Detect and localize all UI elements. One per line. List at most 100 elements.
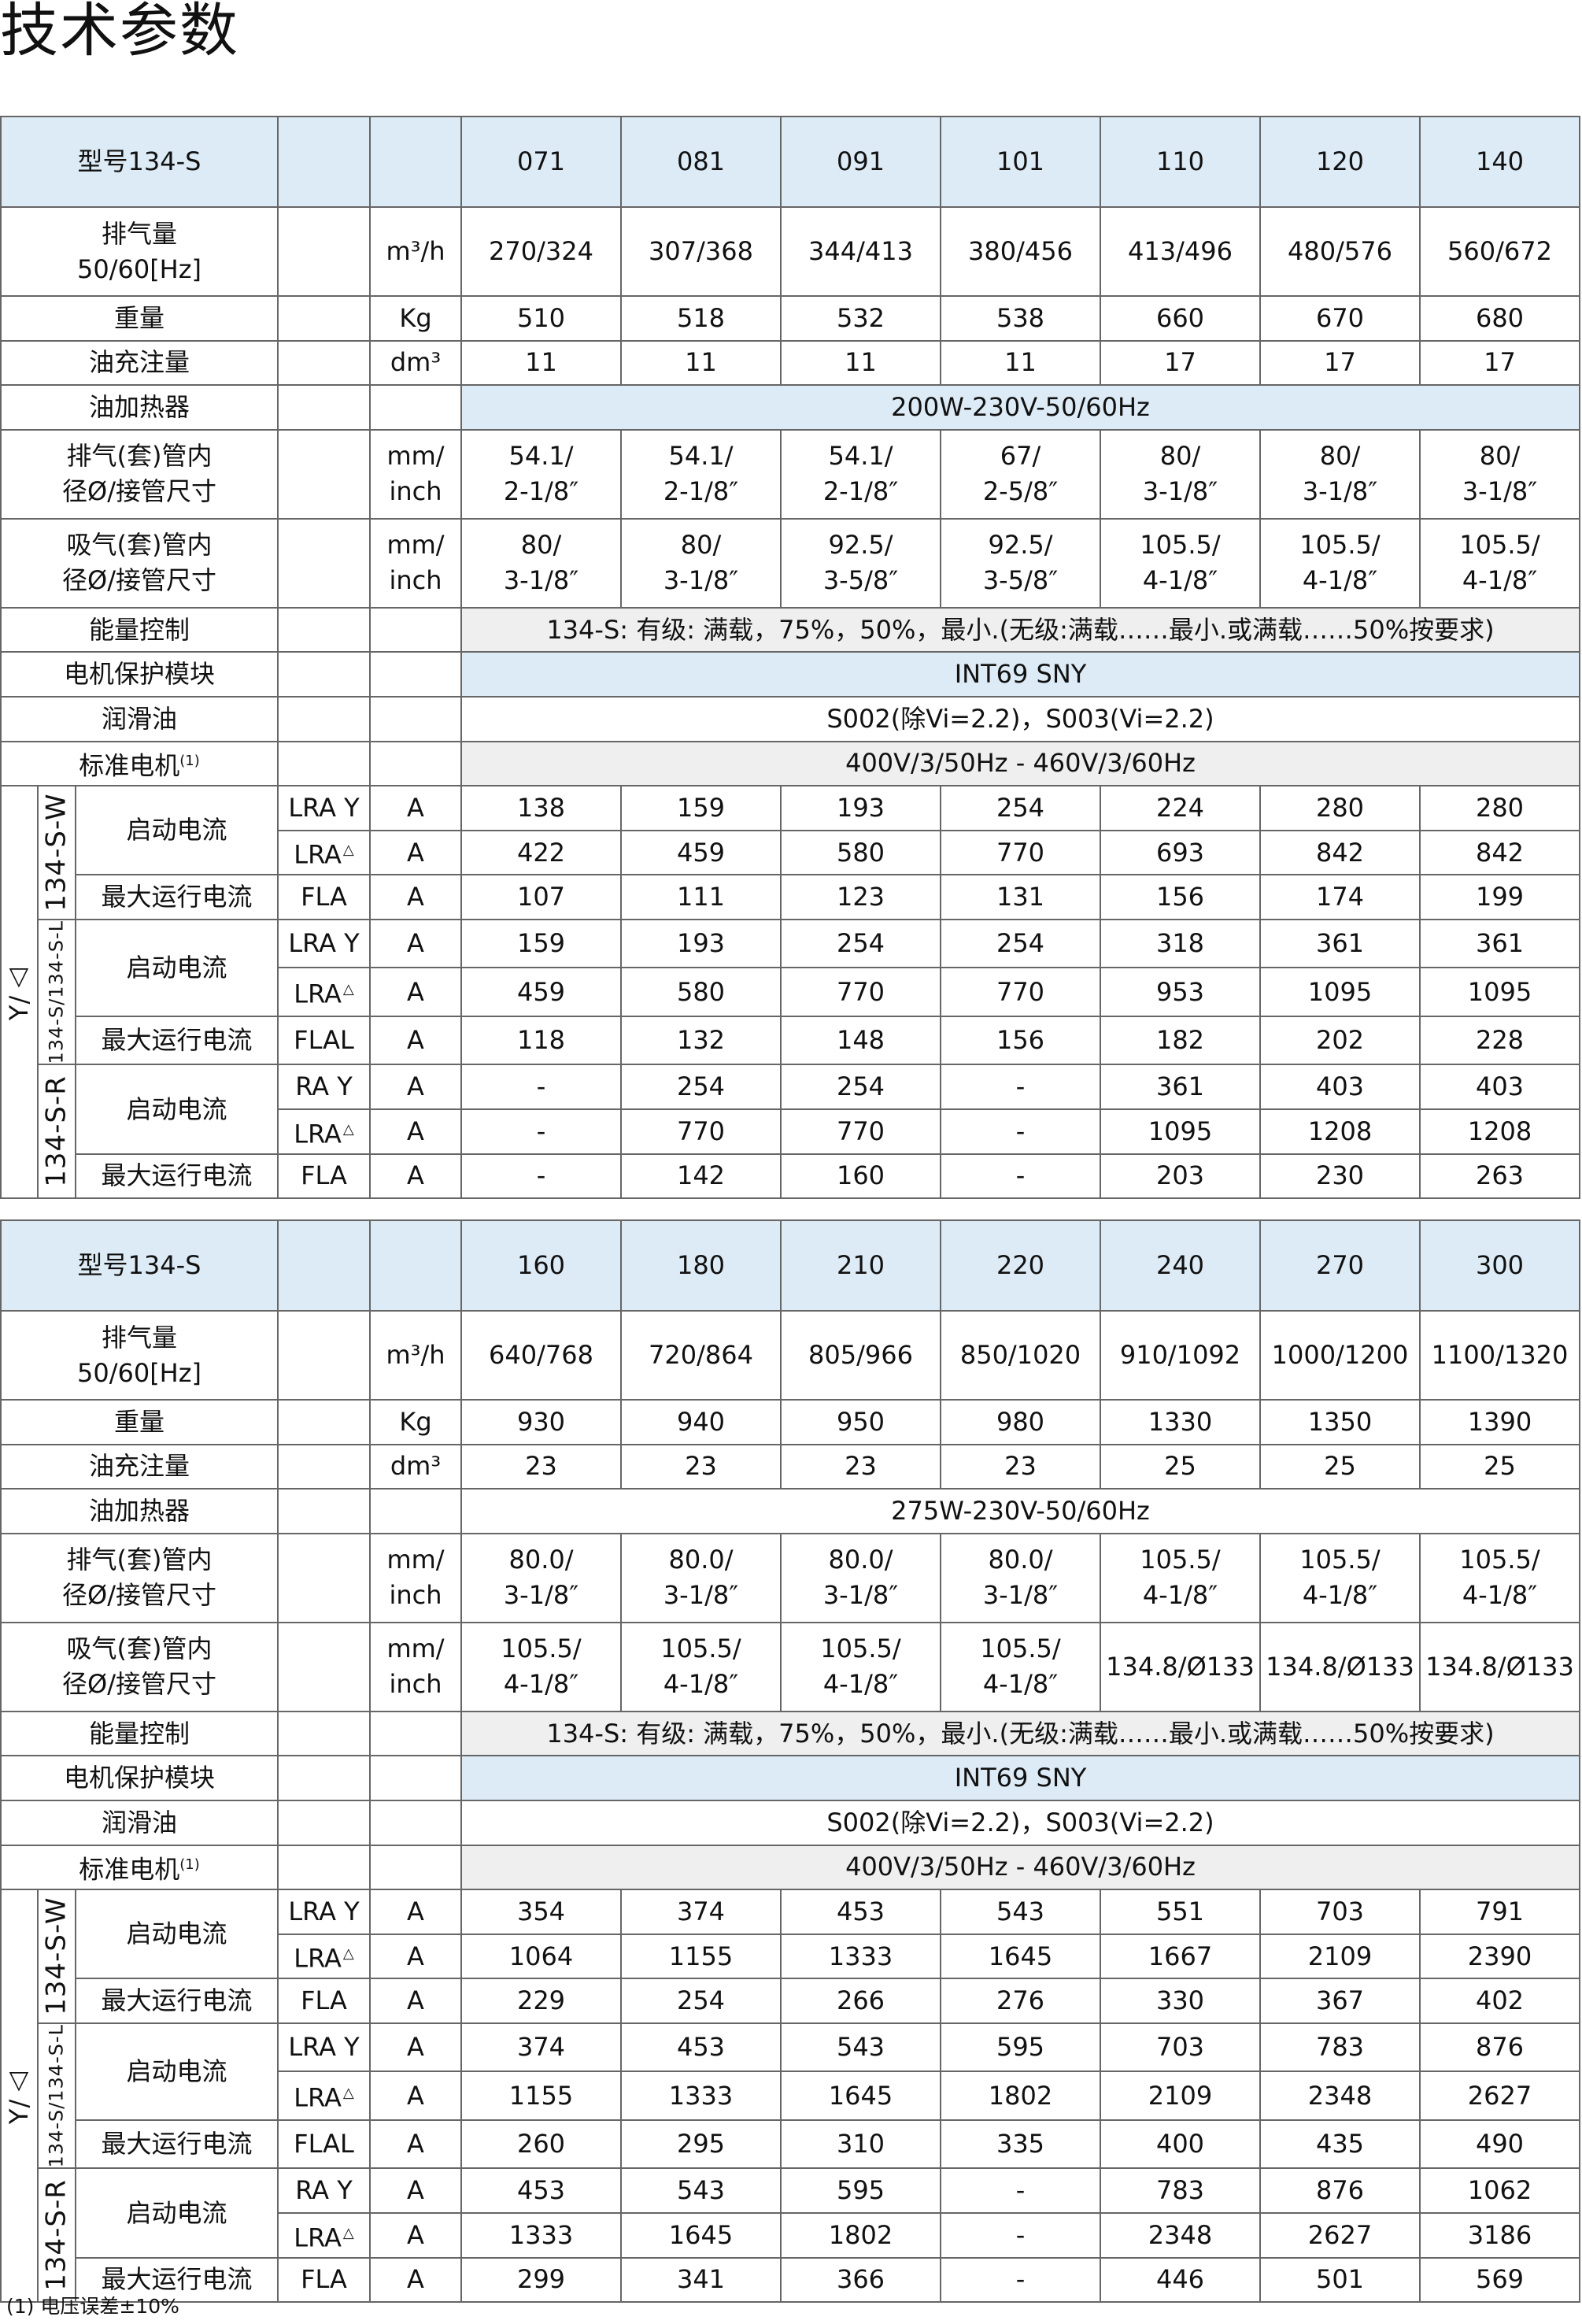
current-row: Y/△ 134-S-W 启动电流 LRA Y A 138 159 193 254 224 280 28… [1, 785, 1580, 1199]
value-cell: 80.0/ 3-1/8″ [620, 1532, 782, 1623]
value-cell: 54.1/ 2-1/8″ [780, 428, 941, 520]
footnote-ref: (1) [179, 1856, 200, 1874]
value-cell: 280 [1419, 785, 1580, 831]
unit: A [369, 1933, 462, 1980]
param-label: 油充注量 [0, 1443, 279, 1490]
value-cell: 92.5/ 3-5/8″ [940, 517, 1101, 609]
value-cell: 25 [1419, 1443, 1580, 1490]
value-cell: 148 [780, 1015, 941, 1066]
value-cell: 203 [1100, 1153, 1261, 1200]
blank-cell [277, 428, 371, 520]
value-cell: 1333 [460, 2212, 622, 2259]
value-cell: 25 [1259, 1443, 1421, 1490]
value-cell: 23 [940, 1443, 1101, 1490]
value-cell: 23 [460, 1443, 622, 1490]
value-cell: 254 [620, 1064, 782, 1111]
value-cell: 307/368 [620, 206, 782, 297]
param-label-text: 重量 [113, 302, 164, 333]
value-cell: - [940, 2212, 1101, 2259]
value-cell: 1095 [1100, 1108, 1261, 1155]
value-cell: 123 [780, 874, 941, 920]
param-row: 标准电机(1) 400V/3/50Hz - 460V/3/60Hz [0, 1844, 1580, 1891]
param-label: 标准电机(1) [0, 740, 279, 787]
current-code-text: LRA [294, 1943, 342, 1974]
unit [369, 1799, 462, 1846]
param-label-text: 润滑油 [101, 703, 177, 734]
unit: A [369, 1108, 462, 1155]
value-cell: 538 [940, 295, 1101, 342]
value-cell: 1064 [460, 1933, 622, 1980]
value-cell: 1155 [620, 1933, 782, 1980]
value-cell: 459 [460, 967, 622, 1017]
value-cell: 876 [1259, 2167, 1421, 2215]
blank-cell [277, 295, 371, 342]
current-row: LRA △ A 1155 1333 1645 1802 2109 2348 2627 [1, 2071, 1580, 2121]
value-cell: 367 [1259, 1978, 1421, 2024]
value-cell: 453 [620, 2022, 782, 2073]
value-cell: 518 [620, 295, 782, 342]
value-cell: 1155 [460, 2071, 622, 2121]
param-row: 排气(套)管内 径Ø/接管尺寸 mm/ inch 54.1/ 2-1/8″ 54.1/… [0, 428, 1580, 520]
param-label-text: 标准电机 [79, 750, 180, 781]
page-title: 技术参数 [0, 0, 239, 65]
max-current-label: 最大运行电流 [75, 1153, 279, 1200]
value-cell: 1208 [1419, 1108, 1580, 1155]
header-unit-blank [369, 116, 462, 208]
param-label-text: 油充注量 [88, 347, 190, 378]
param-label: 能量控制 [0, 606, 279, 653]
current-code-text: LRA Y [288, 928, 360, 959]
value-cell: - [940, 2167, 1101, 2215]
value-cell: 980 [940, 1399, 1101, 1445]
value-cell: 1350 [1259, 1399, 1421, 1445]
current-row: 最大运行电流 FLA A 107 111 123 131 156 174 199 [1, 874, 1580, 920]
value-cell: - [940, 1108, 1101, 1155]
param-label-text: 润滑油 [101, 1807, 177, 1837]
model-variant-label: 134-S-R [38, 1064, 76, 1199]
model-140: 140 [1419, 116, 1580, 208]
param-row: 电机保护模块 INT69 SNY [0, 1755, 1580, 1801]
header-row: 型号134-S 160 180 210 220 240 270 300 [0, 1219, 1580, 1312]
current-row: 134-S-R 启动电流 RA Y A -254 254-361 403 403 [1, 1064, 1580, 1199]
param-label-text: 能量控制 [88, 614, 190, 645]
blank-cell [277, 384, 371, 431]
param-label: 油加热器 [0, 1488, 279, 1534]
param-label-text: 能量控制 [88, 1718, 190, 1749]
unit [369, 1710, 462, 1757]
blank-cell [277, 1799, 371, 1846]
unit: mm/ inch [369, 1621, 462, 1712]
merged-value: S002(除Vi=2.2)，S003(Vi=2.2) [460, 1799, 1580, 1846]
value-cell: 105.5/ 4-1/8″ [1100, 1532, 1261, 1623]
model-label: 型号134-S [0, 1219, 279, 1312]
unit: Kg [369, 1399, 462, 1445]
value-cell: 11 [940, 339, 1101, 387]
merged-value: S002(除Vi=2.2)，S003(Vi=2.2) [460, 695, 1580, 742]
value-cell: 1333 [620, 2071, 782, 2121]
blank-cell [277, 651, 371, 698]
value-cell: 2390 [1419, 1933, 1580, 1980]
value-cell: 105.5/ 4-1/8″ [620, 1621, 782, 1712]
current-code: FLAL [277, 1015, 371, 1066]
value-cell: 361 [1259, 918, 1421, 969]
current-row: 最大运行电流 FLAL A 260 295 310 335 400 435 490 [1, 2119, 1580, 2170]
value-cell: 25 [1100, 1443, 1261, 1490]
value-cell: 23 [780, 1443, 941, 1490]
param-label: 标准电机(1) [0, 1844, 279, 1891]
current-row: LRA △ A 1064 1155 1333 1645 1667 2109 2390 [1, 1933, 1580, 1980]
current-code-text: RA Y [295, 2175, 353, 2206]
blank-cell [277, 339, 371, 387]
value-cell: 2348 [1100, 2212, 1261, 2259]
value-cell: 67/ 2-5/8″ [940, 428, 1101, 520]
unit: A [369, 1978, 462, 2024]
value-cell: 1062 [1419, 2167, 1580, 2215]
model-071: 071 [460, 116, 622, 208]
value-cell: 842 [1419, 829, 1580, 876]
blank-cell [277, 695, 371, 742]
current-code-text: LRA Y [288, 2032, 360, 2063]
value-cell: 276 [940, 1978, 1101, 2024]
current-code: FLA [277, 2256, 371, 2304]
param-label: 电机保护模块 [0, 651, 279, 698]
current-code: LRA △ [277, 2071, 371, 2121]
unit: A [369, 1064, 462, 1111]
unit: m³/h [369, 206, 462, 297]
value-cell: 501 [1259, 2256, 1421, 2304]
